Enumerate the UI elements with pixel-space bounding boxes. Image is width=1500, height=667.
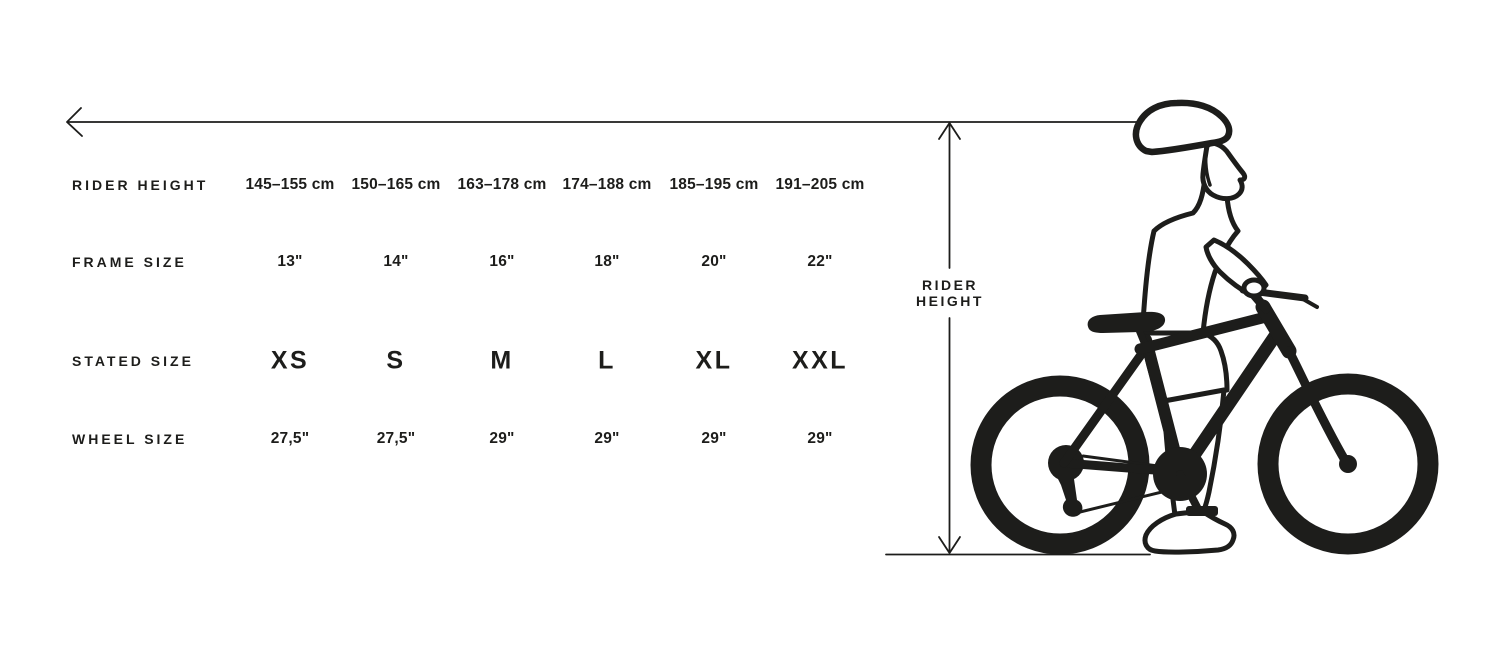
seat-stay	[1059, 347, 1148, 468]
top-tube	[1134, 311, 1272, 355]
frame-size-value: 18"	[594, 253, 620, 270]
frame-size-value: 16"	[489, 253, 515, 270]
front-wheel	[1257, 373, 1439, 555]
wheel-size-value: 29"	[701, 430, 727, 447]
crank-arm	[1176, 470, 1203, 515]
rider-height-dimension-label-line2: HEIGHT	[916, 292, 984, 309]
head-tube	[1255, 299, 1297, 359]
wheel-size-value: 27,5"	[376, 430, 416, 447]
horizontal-dimension-line	[66, 107, 1144, 137]
rider-height-dimension-label: RIDER HEIGHT	[916, 277, 984, 309]
rider-height-value: 163–178 cm	[457, 176, 547, 193]
bike-illustration	[970, 277, 1439, 555]
row-label-rider-height: RIDER HEIGHT	[72, 177, 209, 193]
rider-height-value: 174–188 cm	[562, 176, 652, 193]
wheel-size-value: 27,5"	[270, 430, 310, 447]
row-label-stated-size: STATED SIZE	[72, 353, 194, 369]
rider-height-dimension-label-line1: RIDER	[921, 277, 979, 293]
arrowhead-up-icon	[938, 122, 961, 140]
saddle	[1087, 311, 1166, 333]
wheel-size-value: 29"	[807, 430, 833, 447]
frame-size-value: 22"	[807, 253, 833, 270]
frame-size-value: 14"	[383, 253, 409, 270]
rider-helmet	[1132, 99, 1233, 156]
stated-size-value: XS	[270, 346, 310, 375]
rider-height-value: 150–165 cm	[351, 176, 441, 193]
front-hub	[1339, 455, 1357, 473]
derailleur	[1058, 479, 1083, 517]
stated-size-value: L	[598, 346, 616, 375]
stated-size-value: XXL	[791, 346, 849, 375]
row-label-frame-size: FRAME SIZE	[72, 254, 187, 270]
stated-size-value: XL	[695, 346, 733, 375]
row-label-wheel-size: WHEEL SIZE	[72, 431, 188, 447]
fork	[1284, 346, 1351, 467]
arrowhead-down-icon	[938, 536, 961, 554]
rider-chin-strap	[1203, 145, 1212, 187]
wheel-size-value: 29"	[594, 430, 620, 447]
frame-size-value: 13"	[277, 253, 303, 270]
rider-height-value: 185–195 cm	[669, 176, 759, 193]
pedal	[1186, 506, 1218, 516]
brake-lever	[1301, 297, 1319, 309]
wheel-size-value: 29"	[489, 430, 515, 447]
rider-hand	[1241, 277, 1267, 299]
rider-shoe	[1142, 508, 1237, 555]
rider-height-value: 145–155 cm	[245, 176, 335, 193]
vertical-dimension-line	[938, 122, 961, 554]
frame-size-value: 20"	[701, 253, 727, 270]
stated-size-value: S	[386, 346, 406, 375]
chain-top	[1081, 454, 1160, 468]
down-tube	[1177, 326, 1284, 477]
stated-size-value: M	[490, 346, 514, 375]
rider-height-value: 191–205 cm	[775, 176, 865, 193]
chain-bottom	[1078, 489, 1168, 514]
arrowhead-left-icon	[66, 107, 83, 137]
rider-face	[1200, 140, 1248, 202]
